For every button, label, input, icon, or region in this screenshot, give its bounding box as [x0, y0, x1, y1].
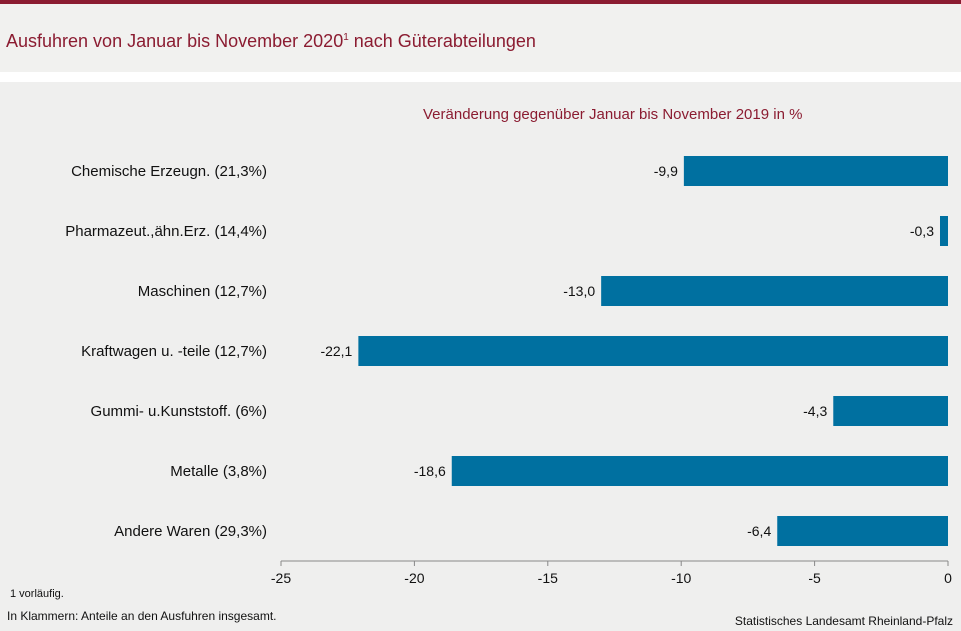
- bar-value-label: -9,9: [654, 163, 678, 179]
- category-label: Andere Waren (29,3%): [114, 523, 267, 540]
- bar: [833, 396, 948, 426]
- x-tick-label: -10: [671, 570, 691, 586]
- header-separator: [0, 72, 961, 82]
- bar-value-label: -22,1: [320, 343, 352, 359]
- header-band: Ausfuhren von Januar bis November 20201 …: [0, 4, 961, 72]
- bar: [939, 216, 948, 246]
- source-credit: Statistisches Landesamt Rheinland-Pfalz: [734, 614, 953, 628]
- chart-title-footnote-mark: 1: [343, 32, 349, 43]
- chart-title: Ausfuhren von Januar bis November 20201 …: [6, 31, 536, 52]
- category-label: Pharmazeut.,ähn.Erz. (14,4%): [65, 223, 267, 240]
- share-note: In Klammern: Anteile an den Ausfuhren in…: [7, 609, 277, 623]
- bar-value-label: -18,6: [414, 463, 446, 479]
- x-tick-label: -20: [404, 570, 424, 586]
- footnote: 1 vorläufig.: [10, 588, 64, 600]
- x-tick-label: -5: [808, 570, 821, 586]
- bar: [358, 336, 948, 366]
- category-label: Maschinen (12,7%): [138, 283, 267, 300]
- bar-value-label: -6,4: [747, 523, 771, 539]
- top-accent-rule: [0, 0, 961, 4]
- category-label: Kraftwagen u. -teile (12,7%): [81, 343, 267, 360]
- chart-title-text: Ausfuhren von Januar bis November 2020: [6, 31, 344, 51]
- category-label: Metalle (3,8%): [170, 463, 267, 480]
- bar: [601, 276, 948, 306]
- bar-value-label: -0,3: [910, 223, 934, 239]
- category-label: Gummi- u.Kunststoff. (6%): [91, 403, 267, 420]
- x-tick-label: -25: [271, 570, 291, 586]
- bar: [777, 516, 948, 546]
- bar: [451, 456, 948, 486]
- bar-value-label: -4,3: [803, 403, 827, 419]
- chart-title-suffix: nach Güterabteilungen: [348, 31, 536, 51]
- x-tick-label: -15: [538, 570, 558, 586]
- chart-subtitle: Veränderung gegenüber Januar bis Novembe…: [423, 106, 803, 123]
- x-tick-label: 0: [944, 570, 952, 586]
- bar-value-label: -13,0: [563, 283, 595, 299]
- category-label: Chemische Erzeugn. (21,3%): [71, 163, 267, 180]
- bar: [683, 156, 948, 186]
